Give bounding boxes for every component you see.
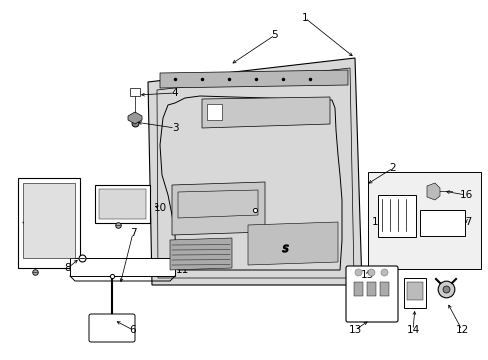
Bar [70, 258, 175, 276]
Text: 16: 16 [458, 190, 472, 200]
Text: 5: 5 [271, 30, 278, 40]
Bar [379, 282, 388, 296]
Text: 1: 1 [301, 13, 307, 23]
Text: 7: 7 [129, 228, 136, 238]
FancyBboxPatch shape [89, 314, 135, 342]
FancyBboxPatch shape [346, 266, 397, 322]
Text: 4: 4 [171, 88, 178, 98]
Text: 18: 18 [370, 217, 384, 227]
Polygon shape [170, 238, 231, 270]
Bar [91, 316, 133, 340]
Bar [406, 282, 422, 300]
Polygon shape [247, 222, 337, 265]
Polygon shape [206, 104, 222, 120]
Text: 13: 13 [347, 325, 361, 335]
Polygon shape [130, 88, 140, 96]
Text: 11: 11 [175, 265, 188, 275]
Text: 3: 3 [171, 123, 178, 133]
Text: 9: 9 [44, 235, 51, 245]
Text: 2: 2 [389, 163, 395, 173]
Bar [95, 185, 150, 223]
Bar [367, 172, 480, 269]
Text: 15: 15 [360, 270, 373, 280]
Text: 14: 14 [406, 325, 419, 335]
Text: 17: 17 [458, 217, 472, 227]
Bar [377, 195, 415, 237]
Bar [99, 189, 146, 219]
Polygon shape [426, 183, 439, 200]
Bar [366, 282, 375, 296]
Text: 6: 6 [129, 325, 136, 335]
Bar [403, 278, 425, 308]
Bar [23, 183, 75, 258]
Text: 12: 12 [454, 325, 468, 335]
Text: 10: 10 [153, 203, 166, 213]
Bar [419, 210, 464, 236]
Polygon shape [172, 182, 264, 235]
Bar [353, 282, 362, 296]
Polygon shape [148, 58, 361, 285]
Polygon shape [128, 112, 142, 124]
Polygon shape [160, 70, 347, 88]
Bar [18, 178, 80, 268]
Text: 8: 8 [64, 263, 71, 273]
Polygon shape [202, 97, 329, 128]
